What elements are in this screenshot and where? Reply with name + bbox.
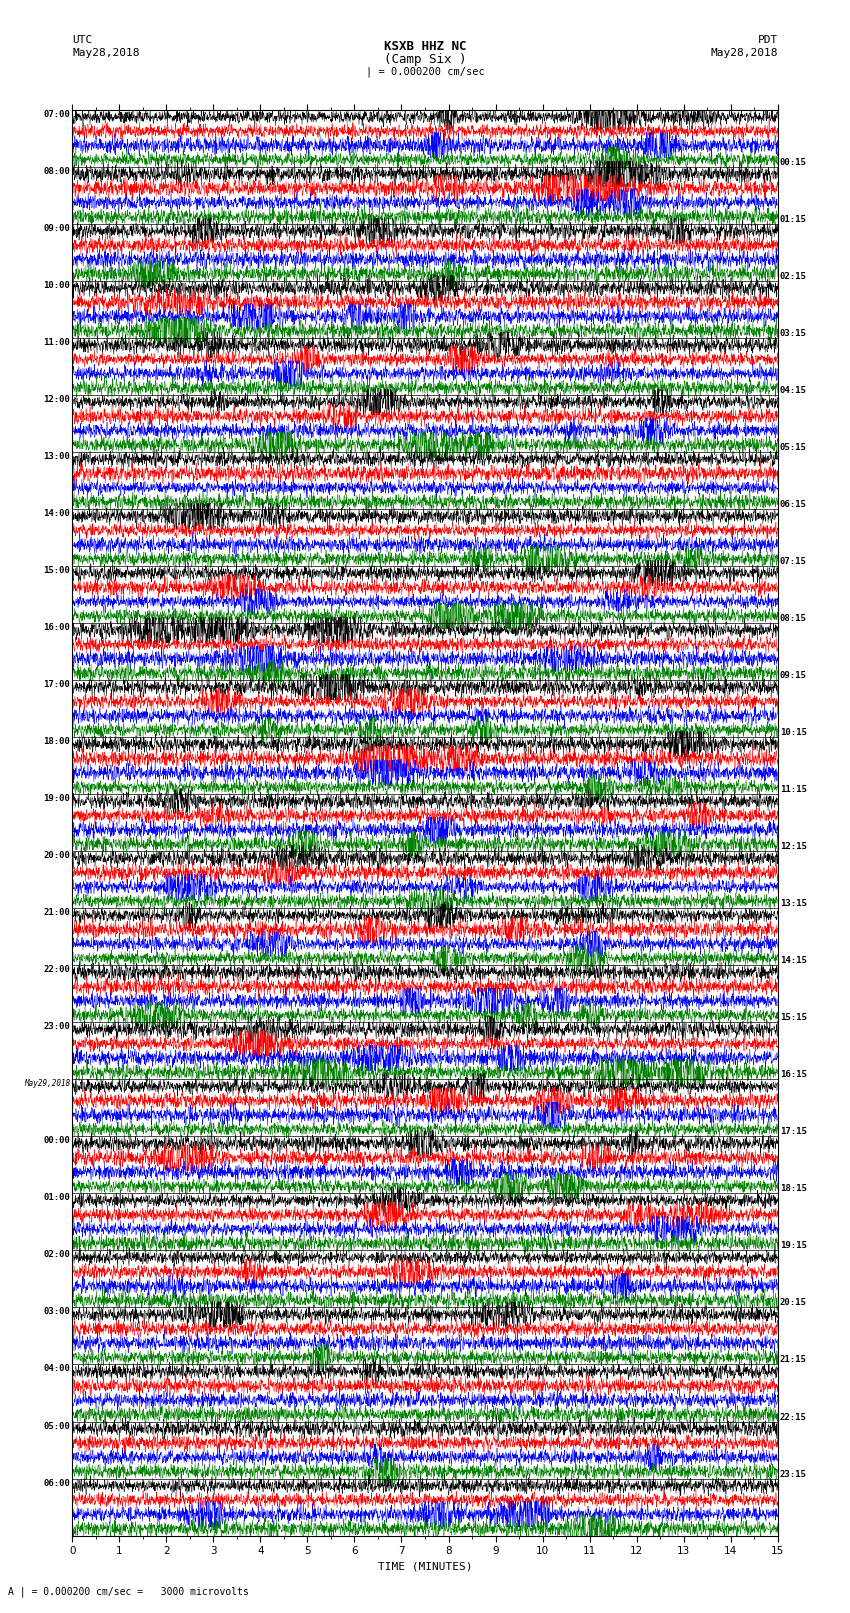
Text: May29,2018: May29,2018: [24, 1079, 71, 1089]
Text: 00:15: 00:15: [779, 158, 807, 166]
Text: 23:15: 23:15: [779, 1469, 807, 1479]
Text: 11:00: 11:00: [43, 337, 71, 347]
Text: 10:15: 10:15: [779, 727, 807, 737]
Text: 17:15: 17:15: [779, 1127, 807, 1136]
Text: KSXB HHZ NC: KSXB HHZ NC: [383, 40, 467, 53]
Text: | = 0.000200 cm/sec: | = 0.000200 cm/sec: [366, 66, 484, 77]
Text: A | = 0.000200 cm/sec =   3000 microvolts: A | = 0.000200 cm/sec = 3000 microvolts: [8, 1586, 249, 1597]
Text: 06:15: 06:15: [779, 500, 807, 510]
Text: 20:15: 20:15: [779, 1298, 807, 1308]
Text: 18:15: 18:15: [779, 1184, 807, 1194]
Text: 03:00: 03:00: [43, 1308, 71, 1316]
Text: PDT: PDT: [757, 35, 778, 45]
Text: 04:00: 04:00: [43, 1365, 71, 1373]
Text: 16:00: 16:00: [43, 623, 71, 632]
Text: 03:15: 03:15: [779, 329, 807, 337]
Text: 01:15: 01:15: [779, 215, 807, 224]
Text: 06:00: 06:00: [43, 1479, 71, 1487]
Text: 18:00: 18:00: [43, 737, 71, 747]
X-axis label: TIME (MINUTES): TIME (MINUTES): [377, 1561, 473, 1571]
Text: 05:15: 05:15: [779, 444, 807, 452]
Text: 22:15: 22:15: [779, 1413, 807, 1421]
Text: 17:00: 17:00: [43, 681, 71, 689]
Text: 09:15: 09:15: [779, 671, 807, 681]
Text: 13:00: 13:00: [43, 452, 71, 461]
Text: 13:15: 13:15: [779, 898, 807, 908]
Text: 11:15: 11:15: [779, 786, 807, 794]
Text: 08:15: 08:15: [779, 615, 807, 623]
Text: 22:00: 22:00: [43, 965, 71, 974]
Text: (Camp Six ): (Camp Six ): [383, 53, 467, 66]
Text: 09:00: 09:00: [43, 224, 71, 232]
Text: 14:00: 14:00: [43, 510, 71, 518]
Text: 12:15: 12:15: [779, 842, 807, 852]
Text: 04:15: 04:15: [779, 386, 807, 395]
Text: 02:00: 02:00: [43, 1250, 71, 1260]
Text: 12:00: 12:00: [43, 395, 71, 403]
Text: 02:15: 02:15: [779, 273, 807, 281]
Text: 15:15: 15:15: [779, 1013, 807, 1023]
Text: UTC: UTC: [72, 35, 93, 45]
Text: 14:15: 14:15: [779, 957, 807, 965]
Text: 20:00: 20:00: [43, 852, 71, 860]
Text: 05:00: 05:00: [43, 1421, 71, 1431]
Text: 15:00: 15:00: [43, 566, 71, 574]
Text: 19:00: 19:00: [43, 794, 71, 803]
Text: 07:00: 07:00: [43, 110, 71, 119]
Text: 07:15: 07:15: [779, 556, 807, 566]
Text: May28,2018: May28,2018: [711, 48, 778, 58]
Text: 19:15: 19:15: [779, 1242, 807, 1250]
Text: 01:00: 01:00: [43, 1194, 71, 1202]
Text: 00:00: 00:00: [43, 1136, 71, 1145]
Text: 16:15: 16:15: [779, 1071, 807, 1079]
Text: May28,2018: May28,2018: [72, 48, 139, 58]
Text: 23:00: 23:00: [43, 1023, 71, 1031]
Text: 21:15: 21:15: [779, 1355, 807, 1365]
Text: 21:00: 21:00: [43, 908, 71, 918]
Text: 10:00: 10:00: [43, 281, 71, 290]
Text: 08:00: 08:00: [43, 166, 71, 176]
